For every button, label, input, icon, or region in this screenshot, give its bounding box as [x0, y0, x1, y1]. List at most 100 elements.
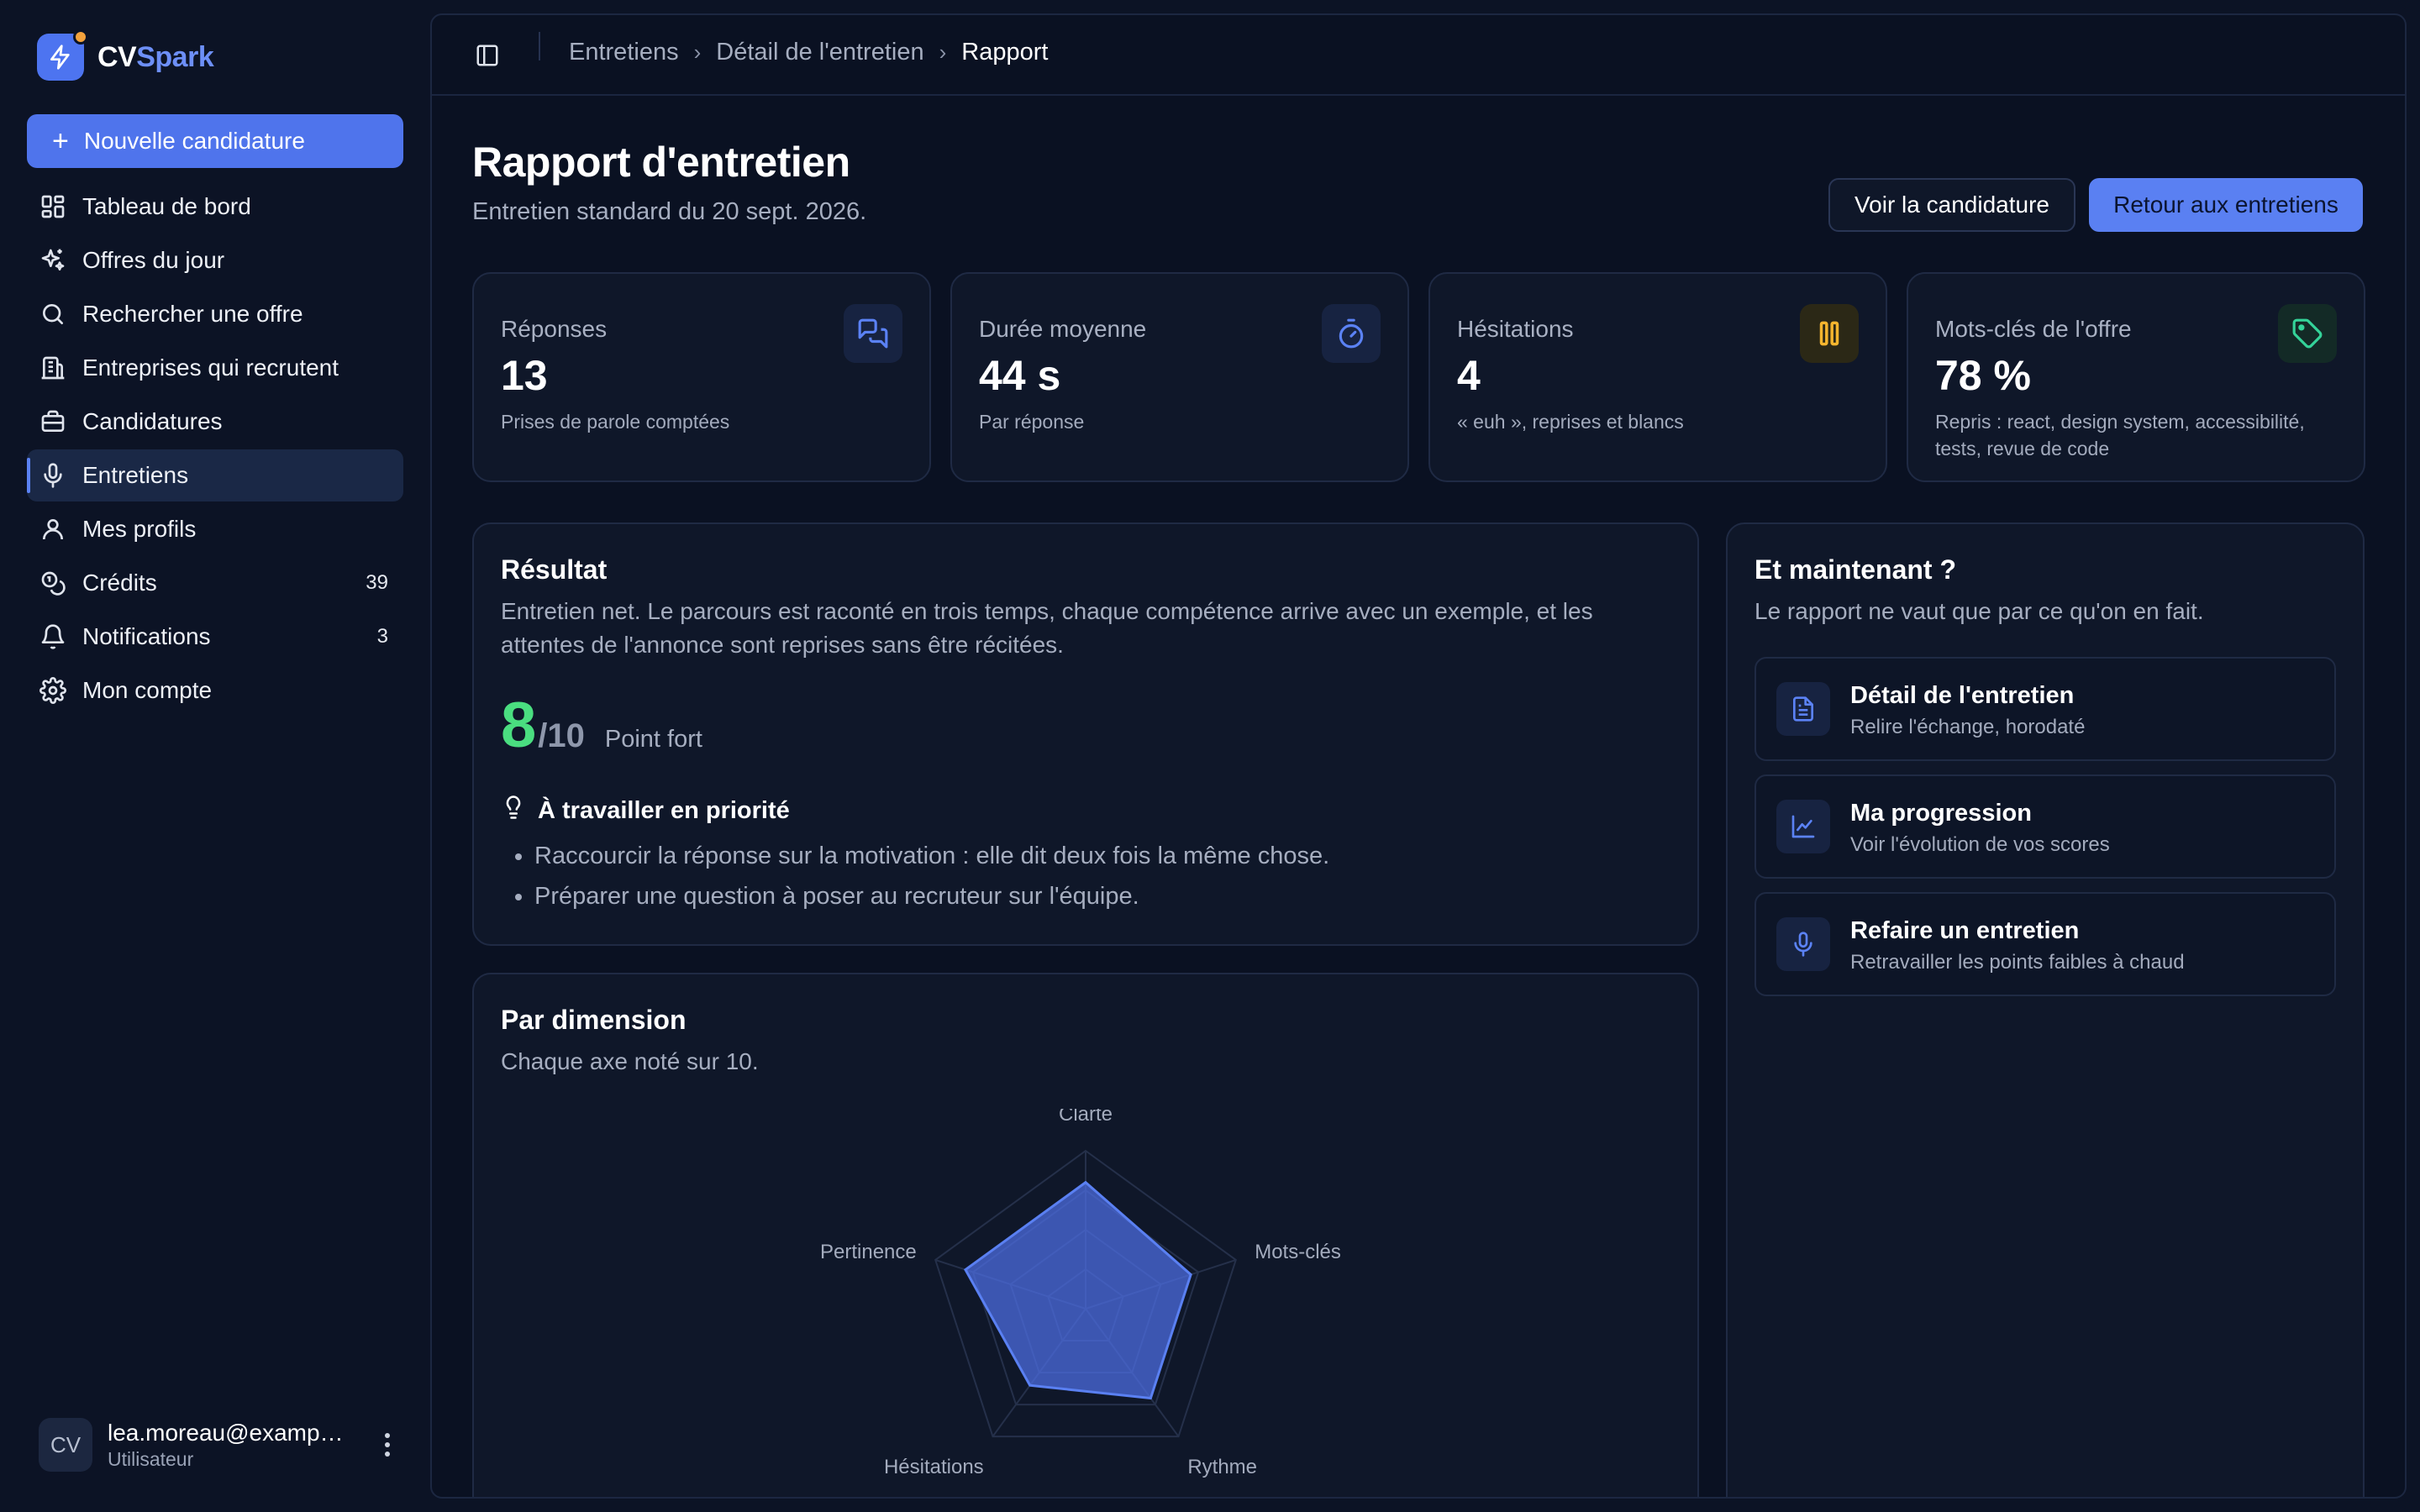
radar-axis-label: Clarté: [1059, 1109, 1113, 1126]
radar-axis-label: Mots-clés: [1255, 1241, 1341, 1263]
breadcrumb-interview-detail[interactable]: Détail de l'entretien: [716, 39, 924, 66]
topbar-divider: [539, 32, 540, 60]
credits-count-badge: 39: [366, 571, 388, 594]
action-subtitle: Relire l'échange, horodaté: [1850, 716, 2086, 738]
stat-card-hesitations: Hésitations 4 « euh », reprises et blanc…: [1428, 272, 1887, 482]
new-application-button[interactable]: + Nouvelle candidature: [27, 114, 403, 168]
stat-label: Durée moyenne: [979, 316, 1147, 342]
stat-label: Mots-clés de l'offre: [1935, 316, 2132, 342]
priority-list: Raccourcir la réponse sur la motivation …: [534, 840, 1329, 921]
user-role: Utilisateur: [108, 1447, 194, 1470]
action-title: Refaire un entretien: [1850, 917, 2080, 944]
sidebar-item-applications[interactable]: Candidatures: [27, 396, 403, 448]
stat-description: Prises de parole comptées: [501, 411, 730, 433]
action-redo-interview[interactable]: Refaire un entretien Retravailler les po…: [1754, 892, 2336, 996]
sidebar-item-label: Offres du jour: [82, 247, 225, 273]
sidebar-item-label: Mon compte: [82, 677, 213, 703]
sidebar-item-label: Entretiens: [82, 462, 189, 488]
sidebar-item-label: Tableau de bord: [82, 193, 251, 219]
sidebar-item-companies[interactable]: Entreprises qui recrutent: [27, 342, 403, 394]
briefcase-icon: [39, 407, 67, 436]
next-steps-subtitle: Le rapport ne vaut que par ce qu'on en f…: [1754, 598, 2204, 624]
user-email: lea.moreau@example.com: [108, 1419, 346, 1446]
main-panel: Entretiens › Détail de l'entretien › Rap…: [430, 13, 2407, 1499]
stat-label: Réponses: [501, 316, 608, 342]
radar-axis-label: Hésitations: [884, 1456, 984, 1478]
more-vertical-icon[interactable]: [375, 1428, 400, 1462]
sidebar-item-interviews[interactable]: Entretiens: [27, 449, 403, 501]
stat-value: 4: [1457, 352, 1481, 399]
next-steps-title: Et maintenant ?: [1754, 554, 1957, 585]
sidebar-item-search[interactable]: Rechercher une offre: [27, 288, 403, 340]
dimensions-subtitle: Chaque axe noté sur 10.: [501, 1048, 759, 1074]
notifications-count-badge: 3: [376, 625, 388, 648]
stat-card-keywords: Mots-clés de l'offre 78 % Repris : react…: [1907, 272, 2365, 482]
radar-chart: Clarté Mots-clés Rythme Hésitations Pertinen…: [820, 1109, 1341, 1478]
stat-description: « euh », reprises et blancs: [1457, 411, 1684, 433]
sidebar-item-label: Crédits: [82, 570, 157, 596]
brand[interactable]: CVSpark: [37, 29, 214, 82]
chart-line-icon: [1776, 800, 1830, 853]
sidebar-item-label: Mes profils: [82, 516, 197, 542]
score-label: Point fort: [604, 726, 702, 753]
sidebar-item-label: Candidatures: [82, 408, 223, 434]
document-icon: [1776, 682, 1830, 736]
stat-value: 78 %: [1935, 352, 2031, 399]
chevron-right-icon: ›: [939, 39, 947, 65]
stat-card-answers: Réponses 13 Prises de parole comptées: [472, 272, 931, 482]
timer-icon: [1322, 304, 1381, 363]
sparkles-icon: [39, 246, 67, 275]
user-icon: [39, 515, 67, 543]
chevron-right-icon: ›: [693, 39, 702, 65]
user-card[interactable]: CV lea.moreau@example.com Utilisateur: [39, 1416, 400, 1473]
result-card: Résultat Entretien net. Le parcours est …: [472, 522, 1699, 946]
brand-name: CVSpark: [97, 40, 214, 73]
logo-bolt-icon: [37, 29, 88, 81]
stat-value: 13: [501, 352, 548, 399]
action-interview-detail[interactable]: Détail de l'entretien Relire l'échange, …: [1754, 657, 2336, 761]
dimensions-title: Par dimension: [501, 1005, 687, 1035]
avatar: CV: [39, 1418, 92, 1472]
view-application-button[interactable]: Voir la candidature: [1828, 178, 2075, 232]
plus-icon: +: [52, 125, 69, 157]
breadcrumb-current: Rapport: [961, 39, 1049, 66]
search-icon: [39, 300, 67, 328]
radar-series-area: [964, 1180, 1192, 1400]
action-title: Détail de l'entretien: [1850, 682, 2075, 709]
microphone-icon: [1776, 917, 1830, 971]
page-subtitle: Entretien standard du 20 sept. 2026.: [472, 198, 867, 225]
priority-title: À travailler en priorité: [538, 796, 790, 824]
action-title: Ma progression: [1850, 800, 2032, 827]
radar-axis-label: Rythme: [1187, 1456, 1257, 1478]
next-steps-card: Et maintenant ? Le rapport ne vaut que p…: [1726, 522, 2365, 1497]
score-max: /10: [538, 717, 585, 754]
breadcrumb: Entretiens › Détail de l'entretien › Rap…: [569, 39, 1048, 66]
stat-description: Repris : react, design system, accessibi…: [1935, 411, 2305, 459]
list-item: Préparer une question à poser au recrute…: [534, 880, 1329, 912]
new-application-label: Nouvelle candidature: [83, 128, 305, 154]
stat-label: Hésitations: [1457, 316, 1574, 342]
overall-score: 8 /10 Point fort: [501, 689, 702, 762]
sidebar-item-dashboard[interactable]: Tableau de bord: [27, 181, 403, 233]
gear-icon: [39, 676, 67, 705]
sidebar-item-account[interactable]: Mon compte: [27, 664, 403, 717]
stat-value: 44 s: [979, 352, 1061, 399]
sidebar-item-profiles[interactable]: Mes profils: [27, 503, 403, 555]
sidebar-toggle-icon[interactable]: [472, 40, 502, 71]
sidebar-item-label: Rechercher une offre: [82, 301, 303, 327]
radar-axis-label: Pertinence: [820, 1241, 917, 1263]
sidebar-item-label: Entreprises qui recrutent: [82, 354, 339, 381]
sidebar-item-notifications[interactable]: Notifications 3: [27, 611, 403, 663]
back-to-interviews-button[interactable]: Retour aux entretiens: [2089, 178, 2363, 232]
dimensions-card: Par dimension Chaque axe noté sur 10. Cl…: [472, 973, 1699, 1497]
user-info: lea.moreau@example.com Utilisateur: [108, 1420, 360, 1471]
sidebar: CVSpark + Nouvelle candidature Tableau d…: [0, 0, 430, 1512]
sidebar-item-credits[interactable]: Crédits 39: [27, 557, 403, 609]
page-title: Rapport d'entretien: [472, 139, 850, 186]
dashboard-icon: [39, 192, 67, 221]
logo-notification-dot: [73, 29, 88, 45]
tag-icon: [2278, 304, 2337, 363]
breadcrumb-interviews[interactable]: Entretiens: [569, 39, 679, 66]
action-progress[interactable]: Ma progression Voir l'évolution de vos s…: [1754, 774, 2336, 879]
sidebar-item-daily-offers[interactable]: Offres du jour: [27, 234, 403, 286]
